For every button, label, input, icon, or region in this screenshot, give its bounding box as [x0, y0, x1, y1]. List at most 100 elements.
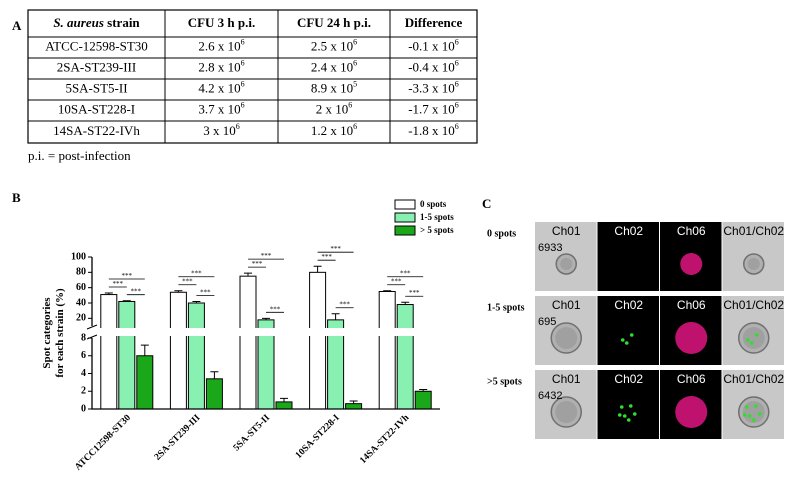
error-bar — [419, 388, 428, 392]
bar — [275, 401, 293, 410]
channel-label: Ch06 — [677, 298, 706, 312]
table-cell: 2.5 x 106 — [311, 37, 357, 53]
table-cell: -1.8 x 106 — [408, 122, 459, 138]
legend-swatch — [394, 212, 416, 223]
fluorescence — [680, 253, 703, 275]
row-label: >5 spots — [487, 376, 522, 387]
text-part: -0.1 x 10 — [408, 38, 455, 53]
bar — [187, 302, 205, 410]
legend-swatch — [394, 199, 416, 210]
text-part: 1.2 x 10 — [311, 123, 353, 138]
fluorescence — [675, 396, 708, 428]
text-part: 6 — [241, 79, 245, 88]
spot — [619, 405, 624, 409]
significance-label: *** — [391, 278, 402, 286]
table-cell: ATCC-12598-ST30 — [45, 38, 148, 53]
text-part: 2.6 x 10 — [198, 38, 240, 53]
channel-label: Ch01 — [552, 298, 581, 312]
panel-label: A — [12, 18, 22, 33]
significance-label: *** — [191, 270, 202, 278]
bar — [239, 275, 257, 410]
y-tick-label: 100 — [71, 251, 86, 262]
text-part: 6 — [353, 58, 357, 67]
y-tick-label: 0 — [81, 403, 86, 414]
bar — [118, 300, 136, 410]
axis-break — [80, 328, 442, 336]
spot — [749, 341, 754, 345]
spot — [744, 405, 749, 409]
x-tick-label: 5SA-ST5-II — [232, 413, 273, 454]
spot — [747, 414, 752, 418]
spot — [620, 338, 625, 342]
error-bar — [192, 300, 201, 303]
imaging-panel: 0 spots Ch01 Ch02 Ch06 Ch01/Ch02 6933 1-5 spot… — [487, 222, 784, 439]
significance-label: *** — [182, 278, 193, 286]
channel-label: Ch06 — [677, 224, 706, 238]
error-bar — [244, 272, 252, 277]
cell-interior — [742, 327, 765, 349]
channel-label: Ch01 — [552, 372, 581, 386]
channel-label: Ch01 — [552, 224, 581, 238]
text-part: 8.9 x 10 — [311, 80, 353, 95]
x-tick-label: 14SA-ST22-IVh — [358, 413, 411, 466]
significance-label: *** — [321, 253, 332, 261]
channel-label: Ch06 — [677, 372, 706, 386]
table-header: Difference — [405, 15, 463, 30]
text-part: 6 — [455, 100, 459, 109]
text-part: 3.7 x 10 — [198, 101, 240, 116]
y-tick-label: 60 — [76, 282, 86, 293]
text-part: 3 x 10 — [203, 123, 236, 138]
legend: 0 spots 1-5 spots > 5 spots — [394, 199, 454, 236]
row-label: 0 spots — [487, 228, 516, 239]
channel-label: Ch01/Ch02 — [723, 372, 784, 386]
table-cell: 1.2 x 106 — [311, 122, 357, 138]
significance-label: *** — [113, 280, 124, 288]
text-part: strain — [104, 15, 141, 30]
text-part: 2.8 x 10 — [198, 59, 240, 74]
bar — [100, 294, 118, 410]
spot — [632, 412, 637, 416]
y-tick-label: 20 — [76, 313, 86, 324]
text-part: 6 — [455, 79, 459, 88]
text-part: 6 — [455, 37, 459, 46]
text-part: CFU 3 h p.i. — [188, 15, 256, 30]
text-part: 6 — [353, 37, 357, 46]
error-bar — [313, 265, 322, 273]
legend-label: 1-5 spots — [420, 212, 454, 222]
table-cell: 4.2 x 106 — [198, 79, 244, 95]
table-cell: 5SA-ST5-II — [65, 80, 127, 95]
bar — [414, 390, 432, 410]
table-header: CFU 3 h p.i. — [188, 15, 256, 30]
text-part: -3.3 x 10 — [408, 80, 455, 95]
row-label: 1-5 spots — [487, 302, 525, 313]
channel-label: Ch02 — [614, 298, 643, 312]
spot — [742, 413, 747, 417]
significance-label: *** — [270, 305, 281, 313]
text-part: 2.5 x 10 — [311, 38, 353, 53]
bar — [169, 291, 187, 410]
table-cell: 2 x 106 — [316, 100, 353, 116]
text-part: -1.8 x 10 — [408, 123, 455, 138]
channel-label: Ch02 — [614, 224, 643, 238]
table-cell: -0.4 x 106 — [408, 58, 459, 74]
y-axis-label: Spot categories — [41, 297, 53, 369]
bar — [396, 304, 414, 410]
cell-interior — [560, 258, 573, 270]
text-part: -1.7 x 10 — [408, 101, 455, 116]
table-cell: 8.9 x 105 — [311, 79, 357, 95]
text-part: 5 — [353, 79, 357, 88]
table-cell: 3.7 x 106 — [198, 100, 244, 116]
spot — [753, 404, 758, 408]
error-bar — [280, 397, 288, 402]
table-note: p.i. = post-infection — [28, 148, 131, 163]
bar — [378, 291, 396, 410]
spot — [622, 414, 627, 418]
bar — [309, 271, 327, 410]
bar — [345, 403, 363, 410]
bar — [136, 355, 154, 410]
event-id: 6933 — [538, 242, 562, 254]
significance-label: *** — [131, 288, 142, 296]
x-tick-label: 10SA-ST228-I — [294, 413, 342, 461]
text-part: 10SA-ST228-I — [58, 101, 135, 116]
